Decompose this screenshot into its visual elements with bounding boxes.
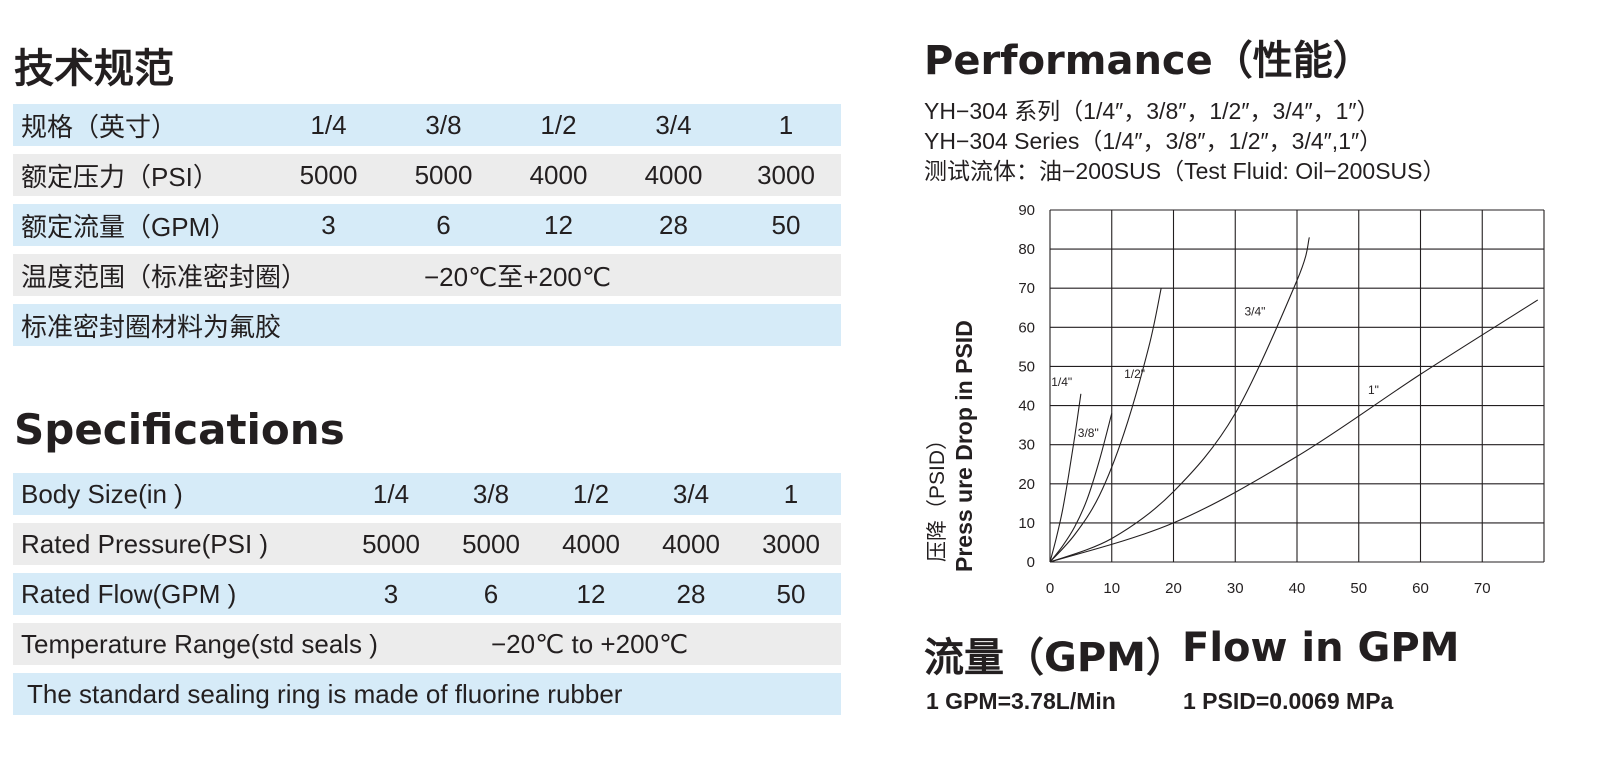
table-cell: 50 <box>741 573 841 615</box>
table-cell: 6 <box>386 204 501 246</box>
table-cell: 5000 <box>341 523 441 565</box>
en-section-title: Specifications <box>14 405 345 454</box>
table-row: Body Size(in ) 1/4 3/8 1/2 3/4 1 <box>13 473 841 515</box>
en-spec-table: Body Size(in ) 1/4 3/8 1/2 3/4 1 Rated P… <box>13 465 841 723</box>
row-label: 规格（英寸） <box>13 104 271 146</box>
row-label: Body Size(in ) <box>13 473 341 515</box>
table-cell: 3000 <box>741 523 841 565</box>
table-cell: 4000 <box>541 523 641 565</box>
gpm-conversion: 1 GPM=3.78L/Min <box>926 688 1116 714</box>
x-tick-label: 10 <box>1103 580 1120 597</box>
table-cell: 12 <box>541 573 641 615</box>
seal-material-note: The standard sealing ring is made of flu… <box>13 673 841 715</box>
flow-label-cn: 流量（GPM） <box>924 635 1186 681</box>
x-tick-label: 40 <box>1289 580 1306 597</box>
x-tick-label: 60 <box>1412 580 1429 597</box>
chart-grid <box>1049 209 1545 563</box>
table-cell: 1 <box>731 104 841 146</box>
y-tick-label: 10 <box>1018 515 1035 532</box>
table-cell: 3000 <box>731 154 841 196</box>
table-cell: 3/8 <box>441 473 541 515</box>
table-cell: 4000 <box>501 154 616 196</box>
series-label: 3/4" <box>1245 305 1266 319</box>
table-row: Rated Pressure(PSI ) 5000 5000 4000 4000… <box>13 523 841 565</box>
psid-conversion: 1 PSID=0.0069 MPa <box>1183 688 1394 714</box>
cn-spec-table: 规格（英寸） 1/4 3/8 1/2 3/4 1 额定压力（PSI） 5000 … <box>13 96 841 354</box>
x-tick-label: 70 <box>1474 580 1491 597</box>
table-cell: 3/8 <box>386 104 501 146</box>
table-cell: 1/2 <box>501 104 616 146</box>
chart-curves: 1/4" 3/8" 1/2" 3/4" 1" <box>1049 237 1539 563</box>
table-cell: 4000 <box>641 523 741 565</box>
row-label: Rated Flow(GPM ) <box>13 573 341 615</box>
temperature-value: −20℃至+200℃ <box>386 254 841 296</box>
table-cell: 12 <box>501 204 616 246</box>
table-row: Temperature Range(std seals ) −20℃ to +2… <box>13 623 841 665</box>
series-label: 1/2" <box>1124 367 1145 381</box>
table-cell: 28 <box>616 204 731 246</box>
table-cell: 1/4 <box>341 473 441 515</box>
table-cell: 50 <box>731 204 841 246</box>
table-cell: 28 <box>641 573 741 615</box>
series-line <box>1049 393 1082 563</box>
y-axis-label-cn: 压降（PSID） <box>926 429 949 562</box>
table-row: 规格（英寸） 1/4 3/8 1/2 3/4 1 <box>13 104 841 146</box>
flow-label-en: Flow in GPM <box>1182 625 1460 671</box>
seal-material-note: 标准密封圈材料为氟胶 <box>13 304 841 346</box>
row-label: 额定压力（PSI） <box>13 154 271 196</box>
table-cell: 1/4 <box>271 104 386 146</box>
x-tick-label: 50 <box>1350 580 1367 597</box>
y-tick-label: 30 <box>1018 437 1035 454</box>
series-line <box>1049 237 1310 563</box>
table-row: The standard sealing ring is made of flu… <box>13 673 841 715</box>
test-fluid-line: 测试流体：油−200SUS（Test Fluid: Oil−200SUS） <box>924 158 1446 184</box>
table-cell: 3/4 <box>641 473 741 515</box>
table-row: 额定压力（PSI） 5000 5000 4000 4000 3000 <box>13 154 841 196</box>
temperature-label: Temperature Range(std seals ) <box>13 623 441 665</box>
y-tick-label: 50 <box>1018 358 1035 375</box>
y-tick-label: 90 <box>1018 202 1035 219</box>
y-tick-label: 70 <box>1018 280 1035 297</box>
series-line <box>1049 413 1113 563</box>
temperature-value: −20℃ to +200℃ <box>441 623 841 665</box>
table-cell: 5000 <box>441 523 541 565</box>
temperature-label: 温度范围（标准密封圈） <box>13 254 386 296</box>
table-row: 标准密封圈材料为氟胶 <box>13 304 841 346</box>
x-tick-label: 30 <box>1227 580 1244 597</box>
series-line <box>1049 288 1162 563</box>
table-cell: 1 <box>741 473 841 515</box>
y-tick-label: 80 <box>1018 241 1035 258</box>
series-line-en: YH−304 Series（1/4″，3/8″，1/2″，3/4″,1″） <box>924 128 1383 154</box>
y-axis-label-en: Press ure Drop in PSID <box>951 320 977 572</box>
table-cell: 3 <box>271 204 386 246</box>
table-row: 温度范围（标准密封圈） −20℃至+200℃ <box>13 254 841 296</box>
chart-ticks: 0 10 20 30 40 50 60 70 80 90 0 10 20 30 40 50 60 70 <box>1018 202 1490 597</box>
series-line-cn: YH−304 系列（1/4″，3/8″，1/2″，3/4″，1″） <box>924 98 1380 124</box>
y-tick-label: 60 <box>1018 319 1035 336</box>
table-cell: 3 <box>341 573 441 615</box>
performance-title: Performance（性能） <box>924 38 1373 84</box>
table-row: 额定流量（GPM） 3 6 12 28 50 <box>13 204 841 246</box>
table-cell: 6 <box>441 573 541 615</box>
y-tick-label: 0 <box>1027 554 1035 571</box>
table-cell: 1/2 <box>541 473 641 515</box>
table-row: Rated Flow(GPM ) 3 6 12 28 50 <box>13 573 841 615</box>
cn-section-title: 技术规范 <box>14 46 174 92</box>
table-cell: 5000 <box>386 154 501 196</box>
series-line <box>1049 299 1539 563</box>
series-label: 3/8" <box>1078 426 1099 440</box>
series-label: 1" <box>1368 383 1379 397</box>
x-tick-label: 20 <box>1165 580 1182 597</box>
y-tick-label: 20 <box>1018 476 1035 493</box>
row-label: Rated Pressure(PSI ) <box>13 523 341 565</box>
row-label: 额定流量（GPM） <box>13 204 271 246</box>
table-cell: 5000 <box>271 154 386 196</box>
table-cell: 3/4 <box>616 104 731 146</box>
y-tick-label: 40 <box>1018 398 1035 415</box>
table-cell: 4000 <box>616 154 731 196</box>
series-label: 1/4" <box>1051 375 1072 389</box>
x-tick-label: 0 <box>1046 580 1054 597</box>
